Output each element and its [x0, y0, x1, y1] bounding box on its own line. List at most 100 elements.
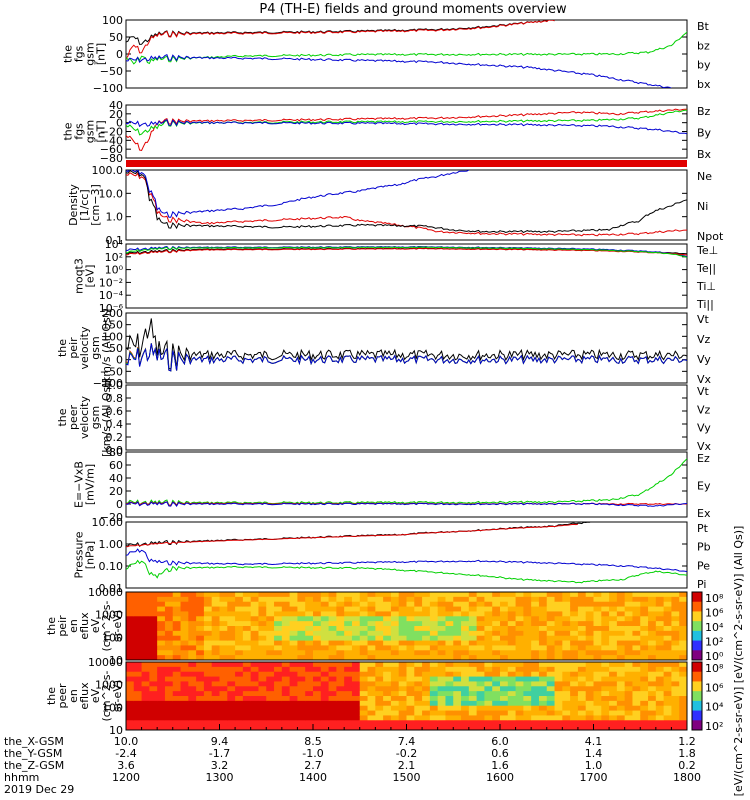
heatmap-cell [390, 616, 400, 622]
heatmap-cell [313, 626, 322, 632]
heatmap-cell [500, 681, 509, 687]
heatmap-cell [149, 592, 158, 598]
heatmap-cell [492, 715, 501, 721]
heatmap-cell [663, 616, 672, 622]
heatmap-cell [655, 705, 665, 712]
heatmap-cell [570, 645, 579, 651]
x-row-value: 0.6 [491, 747, 509, 760]
heatmap-cell [648, 676, 657, 682]
heatmap-cell [429, 601, 439, 608]
heatmap-cell [453, 635, 462, 642]
heatmap-cell [172, 592, 182, 598]
heatmap-cell [141, 700, 150, 707]
heatmap-cell [445, 671, 454, 678]
heatmap-cell [250, 592, 259, 598]
x-row-value: 1.8 [678, 747, 696, 760]
heatmap-cell [242, 655, 252, 661]
heatmap-cell [211, 676, 220, 682]
heatmap-cell [437, 640, 446, 646]
heatmap-cell [242, 630, 252, 637]
heatmap-cell [616, 630, 626, 637]
heatmap-cell [126, 616, 135, 622]
heatmap-cell [632, 720, 641, 726]
series-group [126, 522, 687, 584]
y-axis-label: (cm^2-s- [100, 601, 113, 652]
heatmap-cell [398, 630, 407, 637]
heatmap-cell [546, 601, 556, 608]
heatmap-cell [398, 640, 407, 646]
heatmap-cell [585, 621, 594, 627]
heatmap-cell [383, 635, 392, 642]
heatmap-cell [313, 630, 322, 637]
heatmap-cell [313, 705, 322, 712]
heatmap-cell [538, 611, 548, 617]
heatmap-cell [577, 650, 587, 656]
x-row-value: -1.0 [302, 747, 323, 760]
heatmap-cell [500, 640, 509, 646]
heatmap-cell [367, 640, 376, 646]
heatmap-cell [538, 715, 548, 721]
heatmap-cell [679, 596, 688, 603]
heatmap-cell [266, 611, 275, 617]
heatmap-cell [383, 626, 392, 632]
heatmap-cell [577, 666, 587, 673]
y-axis-label: [km/s (All Qs)] [100, 378, 113, 457]
heatmap-cell [297, 686, 306, 692]
heatmap-cell [172, 645, 182, 651]
heatmap-cell [141, 630, 150, 637]
heatmap-cell [196, 666, 205, 673]
heatmap-cell [679, 635, 688, 642]
heatmap-cell [515, 671, 524, 678]
heatmap-cell [515, 630, 524, 637]
heatmap-cell [679, 616, 688, 622]
heatmap-cell [632, 611, 641, 617]
heatmap-cell [359, 601, 369, 608]
y-axis-label: peir [56, 615, 69, 637]
heatmap-cell [211, 710, 220, 716]
heatmap-cell [593, 616, 602, 622]
heatmap-cell [250, 655, 259, 661]
heatmap-cell [663, 686, 672, 692]
heatmap-cell [219, 720, 228, 726]
y-tick-label: 10⁻⁴ [99, 289, 124, 302]
heatmap-cell [507, 710, 517, 716]
series-line-Ey [126, 458, 687, 507]
heatmap-cell [655, 635, 665, 642]
heatmap-cell [593, 626, 602, 632]
heatmap-cell [141, 611, 150, 617]
heatmap-cell [437, 645, 446, 651]
heatmap-cell [414, 705, 423, 712]
x-row-value: 2.7 [304, 759, 322, 772]
heatmap-cell [149, 630, 158, 637]
heatmap-cell [242, 681, 252, 687]
heatmap-cell [172, 621, 182, 627]
heatmap-cell [437, 621, 446, 627]
heatmap-cell [188, 676, 197, 682]
heatmap-cell [390, 681, 400, 687]
legend-Bz: Bz [697, 105, 711, 118]
heatmap-cell [258, 671, 267, 678]
heatmap-cell [655, 725, 665, 731]
legend-Ti||: Ti|| [696, 298, 714, 311]
heatmap-cell [546, 635, 556, 642]
heatmap-cell [406, 635, 415, 642]
heatmap-cell [188, 601, 197, 608]
heatmap-cell [172, 635, 182, 642]
heatmap-cell [196, 720, 205, 726]
heatmap-cell [219, 686, 228, 692]
heatmap-cell [484, 691, 493, 697]
heatmap-cell [461, 720, 470, 726]
heatmap-cell [437, 676, 446, 682]
heatmap-cell [655, 611, 665, 617]
heatmap-cell [609, 671, 618, 678]
panel-peer_en_eflux: 10000100010010thepeerenefluxeV(cm^2-s-sr… [45, 656, 688, 737]
y-axis-label: gsm [84, 120, 97, 143]
heatmap-cell [351, 725, 361, 731]
heatmap-cell [663, 650, 672, 656]
heatmap-cell [546, 676, 556, 682]
heatmap-cell [609, 715, 618, 721]
heatmap-cell [250, 700, 259, 707]
heatmap-cell [577, 662, 587, 668]
heatmap-cell [320, 650, 330, 656]
heatmap-cell [632, 671, 641, 678]
